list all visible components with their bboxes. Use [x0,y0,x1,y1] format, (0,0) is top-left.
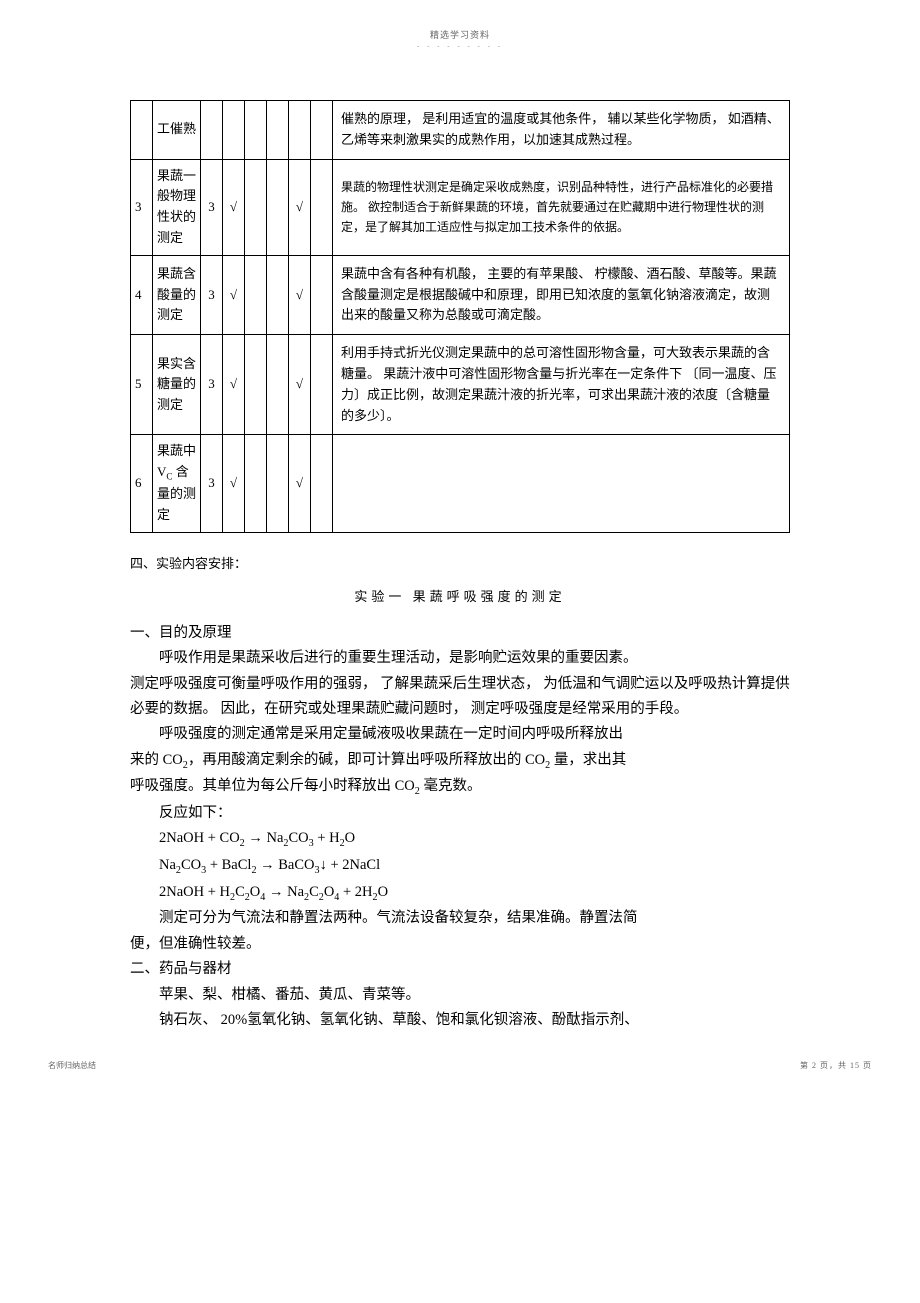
table-cell [245,255,267,334]
paragraph: 测定可分为气流法和静置法两种。气流法设备较复杂，结果准确。静置法简 [130,906,790,931]
table-cell: 果实含糖量的测定 [153,335,201,435]
table-cell [311,435,333,533]
paragraph: 呼吸强度的测定通常是采用定量碱液吸收果蔬在一定时间内呼吸所释放出 [130,722,790,747]
table-cell: 利用手持式折光仪测定果蔬中的总可溶性固形物含量，可大致表示果蔬的含糖量。 果蔬汁… [333,335,790,435]
table-cell: 3 [201,435,223,533]
paragraph: 钠石灰、 20%氢氧化钠、氢氧化钠、草酸、饱和氯化钡溶液、酚酞指示剂、 [130,1008,790,1033]
text: → BaCO [257,857,315,873]
table-cell: 果蔬中 VC 含量的测定 [153,435,201,533]
text: + 2H [339,884,372,900]
paragraph: 呼吸作用是果蔬采收后进行的重要生理活动，是影响贮运效果的重要因素。 [130,646,790,671]
table-cell [267,159,289,255]
document-page: 精选学习资料 - - - - - - - - - 工催熟 催熟的原理， 是利用适宜… [0,0,920,1093]
text: 2NaOH + CO [159,830,240,846]
table-row: 工催熟 催熟的原理， 是利用适宜的温度或其他条件， 辅以某些化学物质， 如酒精、 … [131,101,790,160]
table-cell: √ [223,255,245,334]
table-row: 3果蔬一般物理性状的测定3√√果蔬的物理性状测定是确定采收成熟度，识别品种特性，… [131,159,790,255]
table-row: 6果蔬中 VC 含量的测定3√√ [131,435,790,533]
table-cell: 4 [131,255,153,334]
paragraph: 苹果、梨、柑橘、番茄、黄瓜、青菜等。 [130,983,790,1008]
table-cell [267,335,289,435]
table-cell: 3 [201,159,223,255]
text: O [345,830,355,846]
table-cell [333,435,790,533]
text: O [324,884,334,900]
table-cell: 果蔬一般物理性状的测定 [153,159,201,255]
footer-right: 第 2 页，共 15 页 [800,1060,872,1071]
table-cell [311,101,333,160]
equation: Na2CO3 + BaCl2 → BaCO3↓ + 2NaCl [130,853,790,880]
table-cell [267,101,289,160]
table-cell: 5 [131,335,153,435]
section-2-heading: 二、药品与器材 [130,957,790,982]
footer-left: 名师归纳总结 [48,1060,96,1071]
text: CO [181,857,201,873]
table-cell: √ [289,159,311,255]
page-header-sub: - - - - - - - - - [0,42,920,50]
text: O [250,884,260,900]
paragraph: 测定呼吸强度可衡量呼吸作用的强弱， 了解果蔬采后生理状态， 为低温和气调贮运以及… [130,672,790,723]
text: ↓ + 2NaCl [320,857,381,873]
table-cell [201,101,223,160]
table-cell: √ [289,435,311,533]
table-cell: √ [223,435,245,533]
text: ，再用酸滴定剩余的碱，即可计算出呼吸所释放出的 CO [188,752,545,768]
text: O [378,884,388,900]
text: 2NaOH + H [159,884,230,900]
text: Na [159,857,176,873]
table-cell: 3 [201,335,223,435]
table-cell: √ [223,335,245,435]
text: C [309,884,319,900]
table-cell [289,101,311,160]
equation: 2NaOH + H2C2O4 → Na2C2O4 + 2H2O [130,880,790,907]
table-cell: 果蔬的物理性状测定是确定采收成熟度，识别品种特性，进行产品标准化的必要措施。 欲… [333,159,790,255]
table-cell [311,159,333,255]
text: 毫克数。 [420,778,482,794]
table-cell: 3 [201,255,223,334]
paragraph: 便，但准确性较差。 [130,932,790,957]
table-cell: √ [289,335,311,435]
table-cell: 果蔬中含有各种有机酸， 主要的有苹果酸、 柠檬酸、酒石酸、草酸等。果蔬含酸量测定… [333,255,790,334]
page-header: 精选学习资料 [0,28,920,41]
text: CO [288,830,308,846]
table-cell: √ [223,159,245,255]
table-cell [245,435,267,533]
table-cell: 6 [131,435,153,533]
table-cell: 工催熟 [153,101,201,160]
table-cell: 果蔬含酸量的测定 [153,255,201,334]
table-cell [245,335,267,435]
section-1-heading: 一、目的及原理 [130,621,790,646]
table-cell: 催熟的原理， 是利用适宜的温度或其他条件， 辅以某些化学物质， 如酒精、 乙烯等… [333,101,790,160]
table-cell [311,335,333,435]
text: + BaCl [206,857,251,873]
table-row: 4果蔬含酸量的测定3√√果蔬中含有各种有机酸， 主要的有苹果酸、 柠檬酸、酒石酸… [131,255,790,334]
table-cell [223,101,245,160]
table-cell [245,101,267,160]
table-cell [267,435,289,533]
paragraph: 来的 CO2，再用酸滴定剩余的碱，即可计算出呼吸所释放出的 CO2 量，求出其 [130,748,790,775]
text: 量，求出其 [550,752,626,768]
table-cell [267,255,289,334]
table-cell [245,159,267,255]
experiment-title: 实验一 果蔬呼吸强度的测定 [130,586,790,605]
text: C [235,884,245,900]
equation: 2NaOH + CO2 → Na2CO3 + H2O [130,826,790,853]
table-cell [311,255,333,334]
paragraph: 呼吸强度。其单位为每公斤每小时释放出 CO2 毫克数。 [130,774,790,801]
table-cell: 3 [131,159,153,255]
text: → Na [245,830,284,846]
table-cell [131,101,153,160]
text: → Na [265,884,304,900]
text: + H [314,830,340,846]
section-4-heading: 四、实验内容安排： [130,553,790,572]
table-cell: √ [289,255,311,334]
table-row: 5果实含糖量的测定3√√利用手持式折光仪测定果蔬中的总可溶性固形物含量，可大致表… [131,335,790,435]
reaction-label: 反应如下： [130,801,790,826]
text: 呼吸强度。其单位为每公斤每小时释放出 CO [130,778,415,794]
text: 来的 CO [130,752,183,768]
experiment-table: 工催熟 催熟的原理， 是利用适宜的温度或其他条件， 辅以某些化学物质， 如酒精、 … [130,100,790,533]
